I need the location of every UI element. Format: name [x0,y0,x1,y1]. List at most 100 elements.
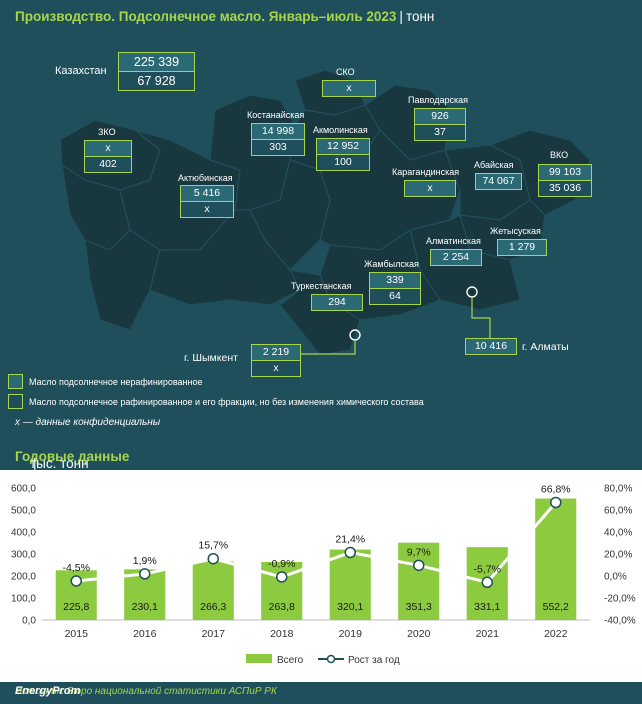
bar [192,561,234,620]
region-zhambyl-unrefined-value: 339 [370,273,420,288]
growth-value-label: -4,5% [63,562,90,574]
growth-point [139,568,151,580]
growth-value-label: 21,4% [335,533,365,545]
growth-point [481,576,493,589]
y-tick-label: 400,0 [11,528,36,539]
region-sko-label: СКО [336,67,355,77]
region-zko-box: x 402 [84,140,132,173]
region-zhetysu-unrefined-value: 1 279 [498,240,546,255]
region-mangystau-shape [84,229,161,331]
growth-point [413,559,425,572]
region-abay-label: Абайская [474,160,514,170]
region-karaganda-unrefined-value: x [405,181,455,196]
x-tick-label: 2020 [407,628,431,640]
region-zhetysu-box: 1 279 [497,239,547,256]
growth-point [344,546,356,559]
source-bar: Источник: Бюро национальной статистики А… [0,682,642,704]
region-sko-unrefined-value: x [323,81,375,96]
chart-panel [0,442,642,704]
region-pavlodar-label: Павлодарская [408,95,468,105]
y-tick-label: 100,0 [11,594,36,605]
growth-value-label: 1,9% [133,555,157,567]
x-tick-label: 2017 [202,628,226,640]
annual-title-bar: Годовые данные | тыс. тонн [0,442,642,471]
city-shymkent-unrefined-value: 2 219 [252,345,300,360]
x-tick-label: 2022 [544,628,568,640]
city-almaty-box: 10 416 [465,338,517,355]
region-almaty-obl-label: Алматинская [426,236,481,246]
kazakhstan-label: Казахстан [55,65,107,77]
region-turkestan-box: 294 [311,294,363,311]
page-title: Производство. Подсолнечное масло. Январь… [15,9,435,24]
y-tick-label: 300,0 [11,550,36,561]
y2-tick-label: 40,0% [604,528,632,539]
city-shymkent-label: г. Шымкент [184,352,238,364]
region-kostanay-box: 14 998 303 [251,123,305,156]
region-karaganda-box: x [404,180,456,197]
region-zhambyl-label: Жамбылская [364,259,419,269]
bar-value-label: 552,2 [543,601,569,613]
region-kostanay-label: Костанайская [247,110,305,120]
growth-point [276,571,288,583]
region-almaty-obl-box: 2 254 [430,249,482,266]
source-text: Источник: Бюро национальной статистики А… [15,686,277,697]
region-pavlodar-unrefined-value: 926 [415,109,465,124]
bar-value-label: 266,3 [200,601,226,613]
region-aktobe-unrefined-value: 5 416 [181,186,233,201]
region-zhambyl-refined-value: 64 [370,288,420,304]
bar-value-label: 331,1 [474,601,500,613]
region-aktobe-label: Актюбинская [178,173,233,183]
region-turkestan-label: Туркестанская [291,281,352,291]
confidential-note: x — данные конфиденциальны [15,417,161,428]
x-tick-label: 2021 [476,628,500,640]
y2-tick-label: 0,0% [604,572,627,583]
city-shymkent-refined-value: x [252,360,300,376]
x-tick-label: 2015 [65,628,89,640]
region-turkestan-unrefined-value: 294 [312,295,362,310]
region-akmola-refined-value: 100 [317,154,369,170]
region-akmola-unrefined-value: 12 952 [317,139,369,154]
growth-point [70,575,82,587]
growth-value-label: -5,7% [474,563,501,575]
x-tick-label: 2018 [270,628,294,640]
x-tick-label: 2019 [339,628,363,640]
region-zko-refined-value: 402 [85,156,131,172]
region-karaganda-label: Карагандинская [392,167,460,177]
growth-value-label: 15,7% [198,540,228,552]
y2-tick-label: 20,0% [604,550,632,561]
x-tick-label: 2016 [133,628,157,640]
growth-value-label: -0,9% [268,558,295,570]
region-akmola-box: 12 952 100 [316,138,370,171]
legend-line-marker [326,654,336,664]
y2-tick-label: -40,0% [604,616,636,627]
region-kostanay-unrefined-value: 14 998 [252,124,304,139]
y-tick-label: 500,0 [11,506,36,517]
region-vko-refined-value: 35 036 [539,180,591,196]
bar-value-label: 351,3 [406,601,432,613]
city-shymkent-box: 2 219 x [251,344,301,377]
region-zhetysu-label: Жетысуская [490,226,541,236]
region-pavlodar-refined-value: 37 [415,124,465,140]
region-pavlodar-box: 926 37 [414,108,466,141]
city-almaty-label: г. Алматы [522,341,569,353]
bar-value-label: 230,1 [132,601,158,613]
bar [329,549,371,620]
region-vko-label: ВКО [550,150,569,160]
region-akmola-label: Акмолинская [313,125,368,135]
region-aktobe-box: 5 416 x [180,185,234,218]
annual-chart: 0,0 100,0 200,0 300,0 400,0 500,0 600,0 -40,0% -… [11,484,636,667]
almaty-leader [471,297,491,338]
region-abay-unrefined-value: 74 067 [476,174,521,189]
city-almaty-unrefined-value: 10 416 [466,339,516,354]
legend-refined-label: Масло подсолнечное рафинированное и его … [29,396,424,407]
shymkent-leader [300,340,356,355]
kazakhstan-unrefined-value: 225 339 [119,53,194,71]
legend-refined-swatch [8,394,23,409]
kazakhstan-box: 225 339 67 928 [118,52,195,91]
legend-bar-label: Всего [277,655,304,666]
region-zko-unrefined-value: x [85,141,131,156]
y-tick-label: 200,0 [11,572,36,583]
bar [398,542,440,620]
region-zko-label: ЗКО [98,127,116,137]
growth-point [207,552,219,565]
